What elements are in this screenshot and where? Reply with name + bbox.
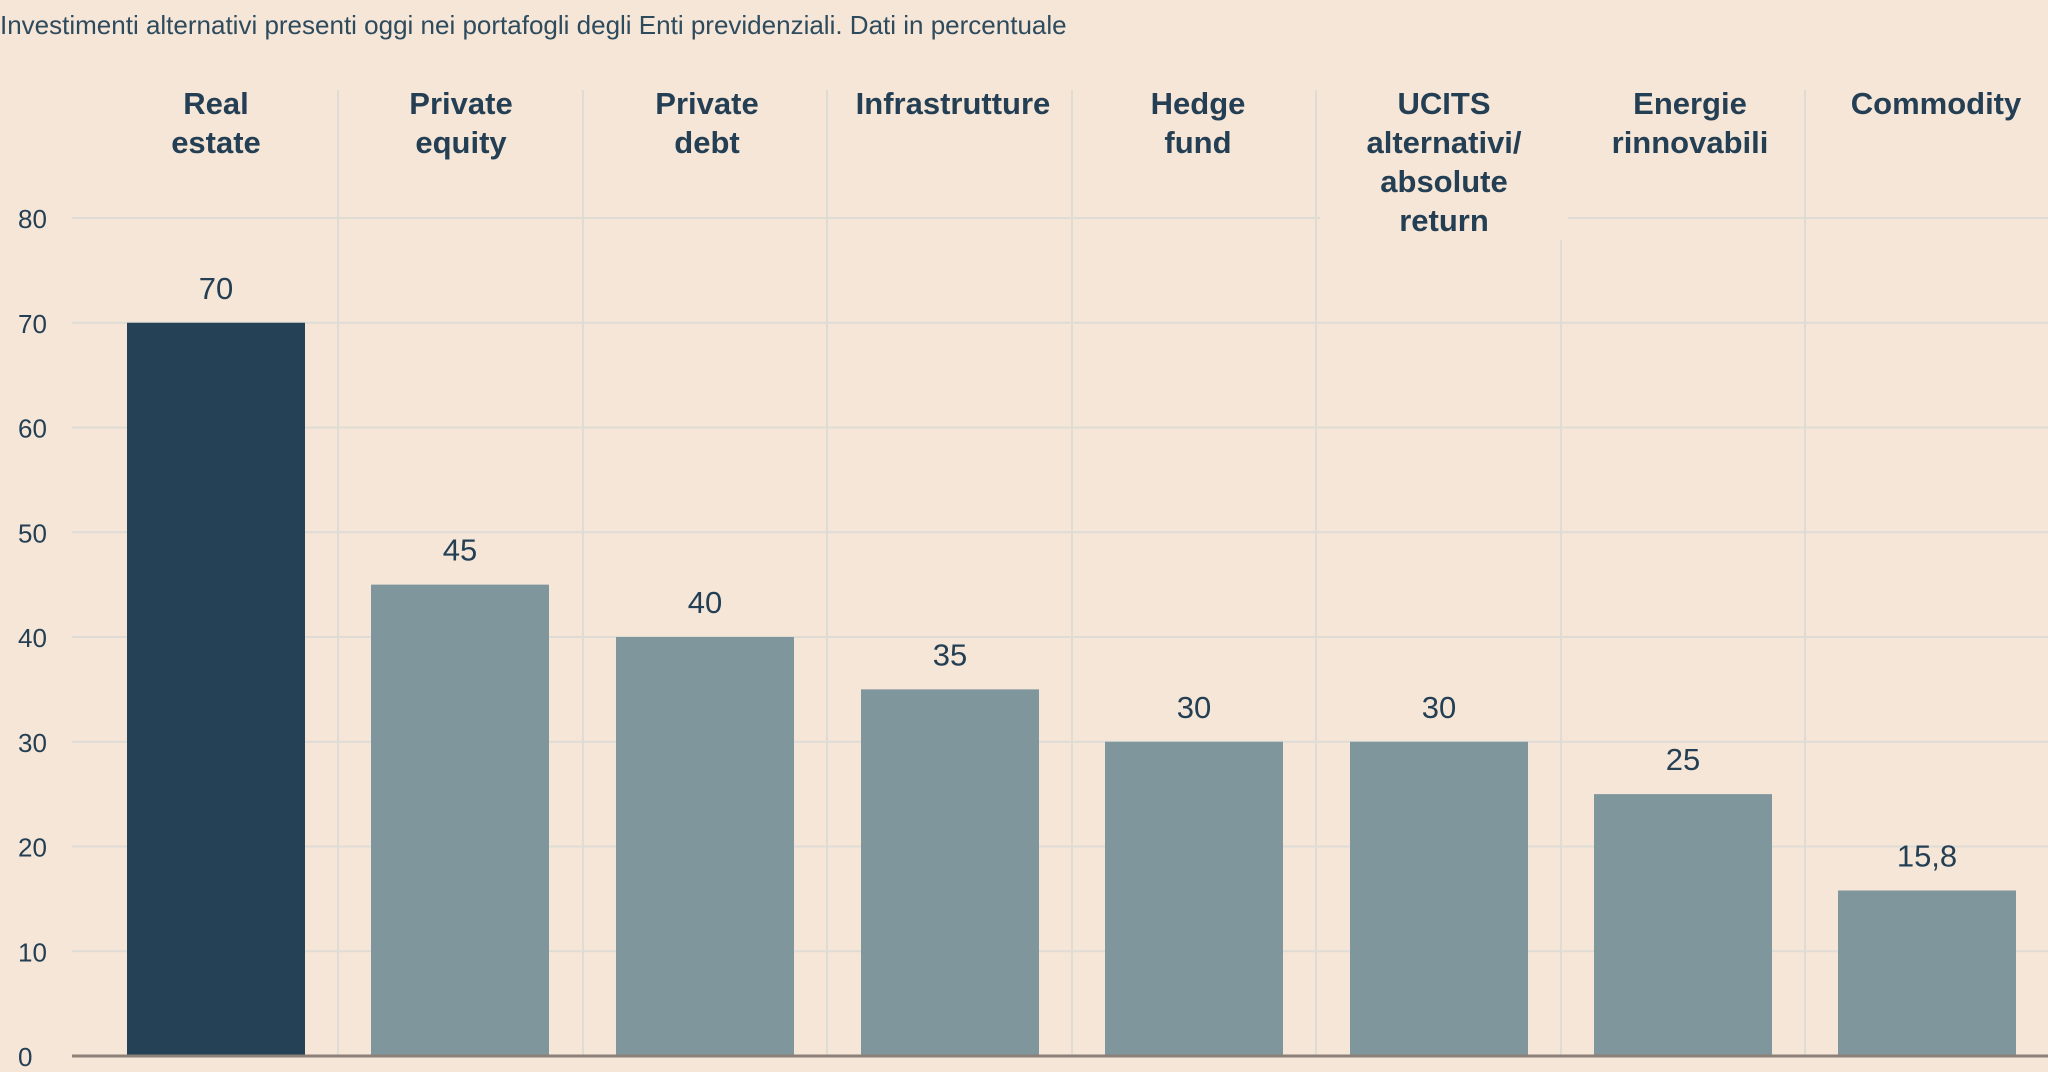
bar xyxy=(1105,741,1283,1056)
bar xyxy=(861,689,1039,1056)
y-tick-label: 50 xyxy=(18,518,47,548)
value-label: 30 xyxy=(1422,690,1456,725)
value-label-layer: 70 45 40 35 30 30 25 15,8 xyxy=(199,271,1957,874)
category-label: Private debt xyxy=(655,86,759,160)
y-tick-label: 0 xyxy=(18,1042,32,1072)
y-axis: 0 10 20 30 40 50 60 70 80 xyxy=(18,204,2048,1072)
y-tick-label: 20 xyxy=(18,833,47,863)
value-label: 30 xyxy=(1177,690,1211,725)
y-tick-label: 10 xyxy=(18,937,47,967)
y-tick-label: 80 xyxy=(18,204,47,234)
y-tick-label: 40 xyxy=(18,623,47,653)
bar xyxy=(127,322,305,1056)
bar xyxy=(1594,794,1772,1056)
category-label: Energie rinnovabili xyxy=(1611,86,1769,160)
category-label: Hedge fund xyxy=(1150,86,1246,160)
value-label: 25 xyxy=(1666,742,1700,777)
category-label: Private equity xyxy=(409,86,513,160)
value-label: 15,8 xyxy=(1897,838,1957,873)
y-tick-label: 60 xyxy=(18,414,47,444)
bar xyxy=(371,584,549,1056)
y-tick-label: 30 xyxy=(18,728,47,758)
value-label: 35 xyxy=(933,637,967,672)
value-label: 40 xyxy=(688,585,722,620)
bar xyxy=(1838,890,2016,1056)
y-tick-label: 70 xyxy=(18,309,47,339)
chart-subtitle: Investimenti alternativi presenti oggi n… xyxy=(0,10,1067,40)
bar-layer xyxy=(127,322,2016,1056)
bar xyxy=(1350,741,1528,1056)
value-label: 70 xyxy=(199,271,233,306)
category-label: Commodity xyxy=(1850,86,2022,121)
category-label: UCITS alternativi/ absolute return xyxy=(1320,84,1568,240)
category-label: Real estate xyxy=(171,86,261,160)
value-label: 45 xyxy=(443,533,477,568)
category-label: Infrastrutture xyxy=(855,86,1051,121)
bar xyxy=(616,637,794,1056)
